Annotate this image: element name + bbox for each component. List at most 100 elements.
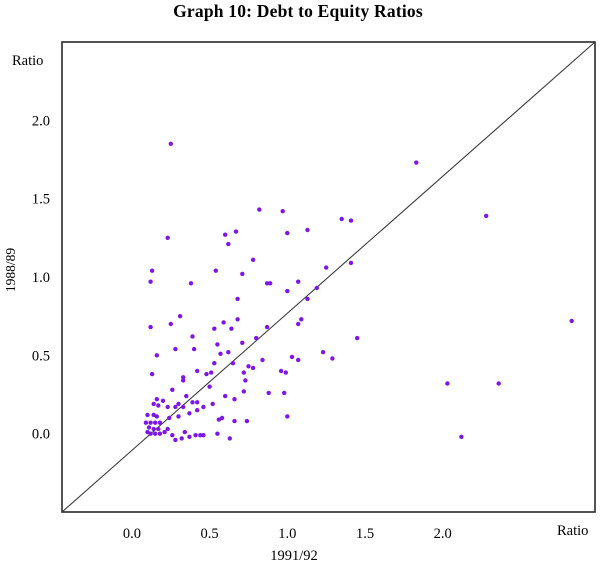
data-point	[187, 411, 192, 416]
data-point	[250, 365, 256, 371]
data-point	[445, 381, 450, 386]
data-point	[296, 357, 301, 363]
data-point	[496, 381, 501, 386]
x-tick-label: 0.0	[123, 526, 141, 542]
data-point	[157, 431, 163, 436]
data-point	[170, 387, 175, 392]
y-tick-label: 0.5	[32, 348, 50, 364]
data-point	[188, 281, 194, 286]
data-point	[243, 378, 248, 383]
data-point	[218, 351, 223, 356]
data-point	[179, 436, 184, 441]
data-point	[195, 400, 200, 405]
data-point	[296, 321, 301, 327]
data-point	[154, 397, 159, 402]
data-point	[153, 420, 158, 425]
data-point	[282, 390, 287, 396]
data-point	[215, 342, 220, 347]
data-point	[264, 324, 270, 330]
data-point	[173, 437, 178, 443]
data-point	[278, 368, 284, 374]
x-tick-label: 1.5	[356, 526, 374, 542]
data-point	[223, 393, 228, 399]
data-point	[181, 375, 186, 380]
data-point	[296, 279, 301, 284]
x-tick-label: 1.0	[278, 526, 296, 542]
chart-title: Graph 10: Debt to Equity Ratios	[173, 1, 423, 21]
data-point	[170, 433, 175, 438]
data-point	[190, 334, 195, 339]
data-point	[156, 426, 161, 432]
data-point	[283, 370, 288, 375]
data-point	[260, 357, 265, 363]
data-point	[195, 368, 200, 374]
data-point	[157, 420, 163, 425]
data-point	[240, 340, 245, 345]
data-point	[148, 324, 153, 330]
data-point	[198, 433, 203, 438]
data-point	[233, 229, 239, 234]
data-point	[143, 420, 149, 425]
data-point	[177, 314, 183, 319]
x-tick-label: 0.5	[201, 526, 219, 542]
x-tick-label: 2.0	[434, 526, 452, 542]
data-point	[148, 420, 153, 425]
data-point	[244, 418, 250, 424]
data-point	[204, 371, 209, 377]
x-axis-title: 1991/92	[270, 548, 318, 564]
data-point	[414, 160, 419, 165]
data-point	[212, 326, 217, 331]
data-point	[257, 207, 262, 212]
data-point	[226, 350, 231, 355]
data-point	[289, 354, 295, 360]
data-point	[173, 346, 178, 352]
data-point	[223, 232, 228, 237]
data-point	[156, 403, 161, 408]
data-point	[569, 318, 574, 324]
data-point	[193, 433, 198, 438]
data-point	[184, 393, 189, 399]
data-point	[240, 271, 245, 277]
data-point	[254, 335, 259, 341]
data-point	[241, 389, 246, 394]
data-point	[173, 404, 178, 410]
data-point	[280, 209, 285, 214]
data-point	[148, 279, 153, 284]
data-point	[207, 384, 212, 389]
data-point	[191, 346, 197, 352]
data-point	[165, 404, 170, 410]
data-point	[484, 213, 489, 219]
data-point	[235, 317, 240, 322]
data-point	[154, 414, 159, 419]
data-point	[264, 281, 270, 286]
y-tick-label: 0.0	[32, 427, 50, 443]
data-point	[210, 401, 215, 407]
data-point	[250, 257, 256, 262]
data-point	[330, 356, 335, 361]
data-point	[182, 429, 187, 435]
data-point	[215, 431, 220, 436]
data-point	[230, 361, 236, 366]
data-point	[227, 436, 232, 441]
data-point	[168, 141, 173, 146]
data-point	[216, 417, 222, 422]
data-point	[165, 426, 170, 432]
y-tick-label: 2.0	[32, 113, 50, 129]
data-point	[314, 285, 319, 291]
data-point	[305, 296, 310, 302]
data-point	[226, 241, 231, 247]
data-point	[153, 431, 158, 436]
data-point	[241, 370, 246, 375]
data-point	[299, 317, 304, 322]
data-point	[176, 414, 181, 419]
data-point	[201, 433, 206, 438]
data-point	[229, 326, 234, 331]
data-point	[165, 235, 170, 240]
y-tick-label: 1.0	[32, 270, 50, 286]
data-point	[285, 230, 290, 236]
data-point	[195, 408, 200, 413]
data-point	[154, 353, 159, 358]
data-point	[266, 390, 271, 396]
data-point	[232, 397, 237, 402]
